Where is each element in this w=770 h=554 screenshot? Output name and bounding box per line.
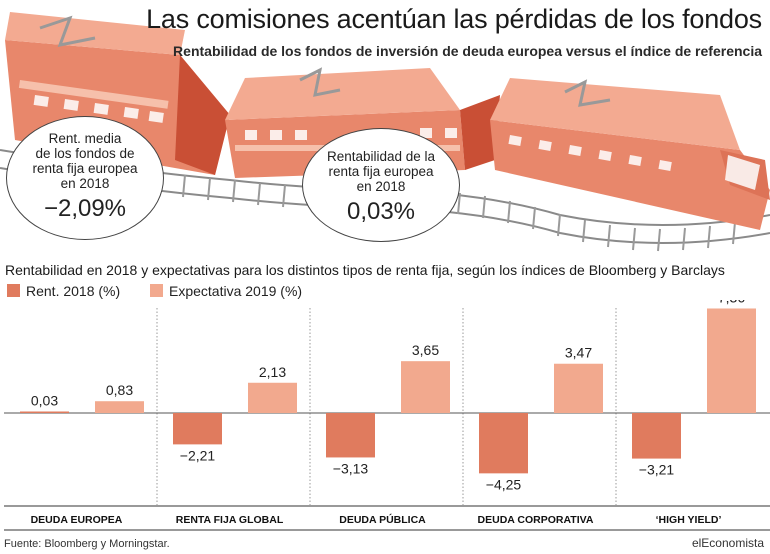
bubble-value: 0,03% — [346, 198, 416, 225]
train-locomotive — [490, 78, 770, 230]
bubble-label: Rent. media de los fondos de renta fija … — [32, 131, 138, 191]
category-label: DEUDA EUROPEA — [31, 514, 123, 526]
source-note: Fuente: Bloomberg y Morningstar. — [4, 538, 170, 550]
data-label: 7,36 — [718, 300, 745, 305]
data-label: −2,21 — [180, 447, 216, 463]
rail-sleepers — [17, 149, 736, 252]
data-label: −3,13 — [333, 460, 369, 476]
category-label: DEUDA CORPORATIVA — [478, 514, 594, 526]
bubble-value: −2,09% — [43, 195, 127, 222]
legend-swatch-2019 — [150, 284, 163, 297]
legend-item-2018: Rent. 2018 (%) — [7, 283, 120, 299]
bar-rent-2018 — [173, 413, 222, 445]
category-label: DEUDA PÚBLICA — [339, 513, 426, 526]
funds-average-bubble: Rent. media de los fondos de renta fija … — [6, 116, 164, 240]
data-label: 0,83 — [106, 382, 133, 398]
chart-title: Las comisiones acentúan las pérdidas de … — [146, 4, 762, 34]
category-label: ‘HIGH YIELD’ — [656, 514, 722, 526]
chart-section-title: Rentabilidad en 2018 y expectativas para… — [5, 262, 725, 278]
index-return-bubble: Rentabilidad de la renta fija europea en… — [302, 128, 460, 242]
data-label: −3,21 — [639, 462, 675, 478]
legend-label-2019: Expectativa 2019 (%) — [169, 283, 303, 299]
bar-exp-2019 — [248, 382, 297, 413]
data-label: 3,47 — [565, 345, 592, 361]
bubble-label: Rentabilidad de la renta fija europea en… — [326, 149, 436, 194]
bar-rent-2018 — [326, 413, 375, 458]
category-label: RENTA FIJA GLOBAL — [176, 514, 284, 526]
legend-swatch-2018 — [7, 284, 20, 297]
bar-chart: 0,03 0,83 DEUDA EUROPEA −2,21 2,13 RENTA FIJA… — [4, 300, 770, 531]
bar-rent-2018 — [20, 411, 69, 413]
bar-rent-2018 — [479, 413, 528, 474]
data-label: −4,25 — [486, 476, 522, 492]
chart-subtitle: Rentabilidad de los fondos de inversión … — [173, 43, 762, 59]
data-label: 2,13 — [259, 364, 286, 380]
bar-exp-2019 — [707, 308, 756, 413]
bar-exp-2019 — [554, 363, 603, 413]
legend-item-2019: Expectativa 2019 (%) — [150, 283, 302, 299]
bar-rent-2018 — [632, 413, 681, 459]
bar-exp-2019 — [401, 361, 450, 413]
data-label: 0,03 — [31, 393, 58, 409]
legend-label-2018: Rent. 2018 (%) — [26, 283, 121, 299]
data-label: 3,65 — [412, 342, 439, 358]
bar-exp-2019 — [95, 401, 144, 413]
brand-logo: elEconomista — [691, 536, 764, 550]
